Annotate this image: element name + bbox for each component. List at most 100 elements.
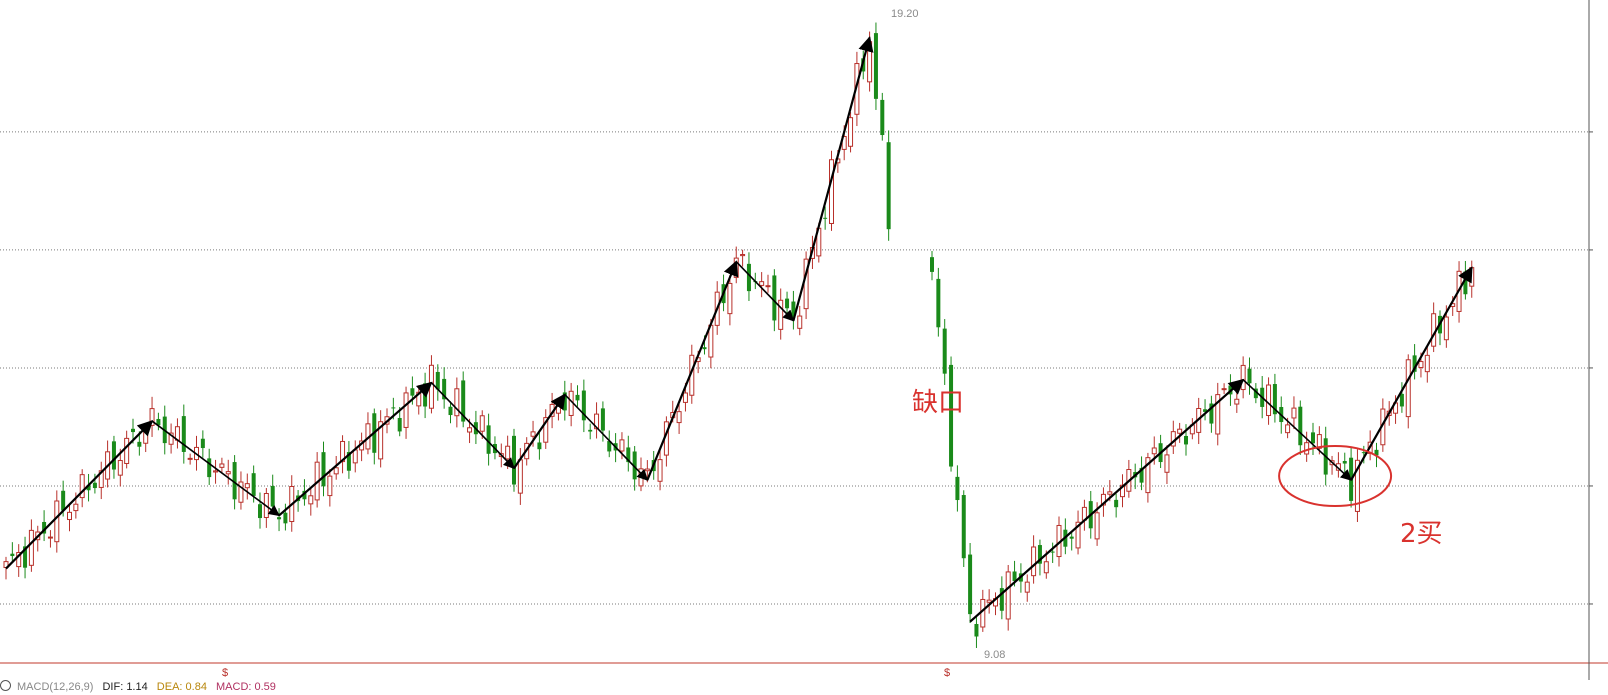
candle (1253, 383, 1258, 404)
candle (333, 455, 339, 480)
candle (949, 356, 954, 472)
candle (594, 402, 600, 439)
candle (791, 290, 796, 330)
candle (607, 430, 612, 458)
candle (10, 542, 15, 564)
candle (1431, 302, 1437, 353)
trend-segment (969, 378, 1245, 623)
candle (1215, 382, 1221, 446)
second-buy-annotation: 2买 (1400, 519, 1443, 549)
low-price-label: 9.08 (984, 649, 1005, 661)
candle (181, 404, 186, 464)
candle (1203, 399, 1208, 421)
candle (581, 379, 586, 433)
candle (1069, 531, 1074, 551)
candle (797, 305, 803, 336)
candle (873, 22, 878, 110)
indicator-name: MACD(12,26,9) (17, 681, 94, 693)
trend-segments (5, 36, 1473, 623)
candle (168, 423, 174, 454)
candle (1304, 431, 1310, 462)
candle (1354, 449, 1360, 522)
candle (676, 403, 682, 434)
candle (1234, 390, 1240, 413)
candle (321, 441, 326, 497)
candle (568, 382, 574, 427)
candle (1266, 377, 1272, 425)
candle (28, 519, 34, 572)
candle (961, 490, 966, 567)
candle (1399, 382, 1404, 413)
candle (378, 410, 384, 468)
candle (258, 492, 262, 529)
dea-value: DEA: 0.84 (156, 681, 207, 693)
candle (936, 267, 941, 337)
candle (238, 471, 244, 510)
gap-annotation: 缺口 (912, 388, 965, 418)
candle (829, 150, 834, 231)
candle (86, 473, 91, 502)
trend-segment (1350, 266, 1473, 481)
candle (340, 435, 346, 474)
trend-segment (513, 393, 566, 469)
candle (200, 430, 205, 458)
candle (588, 423, 593, 440)
candle (111, 435, 116, 479)
candle (365, 412, 371, 455)
candle (1114, 493, 1119, 518)
candle (1120, 474, 1125, 508)
candle (626, 435, 631, 472)
candle (930, 250, 934, 281)
candle (999, 576, 1004, 620)
candle (486, 413, 491, 466)
trend-segment (792, 36, 874, 322)
marker-left: $ (222, 667, 228, 679)
candle (42, 510, 47, 542)
candle (955, 465, 960, 512)
candle (1221, 383, 1227, 395)
candle (1005, 564, 1011, 631)
trend-segment (564, 393, 649, 481)
candle (1405, 354, 1411, 429)
candle (346, 441, 351, 479)
candle (759, 272, 765, 298)
trend-segment (735, 261, 795, 322)
candle (47, 530, 53, 548)
candle (537, 432, 542, 460)
candle (403, 386, 409, 439)
candle (1335, 452, 1341, 478)
candle (397, 407, 402, 437)
settings-icon[interactable] (0, 680, 11, 691)
trend-segment (278, 381, 433, 517)
candle (16, 544, 22, 577)
candle (1145, 452, 1151, 503)
candle (1024, 574, 1030, 602)
candle (117, 448, 123, 487)
candle (1412, 344, 1417, 380)
chart-extras (1278, 445, 1393, 508)
candle (986, 589, 992, 614)
candle (270, 474, 275, 514)
candle (461, 371, 466, 428)
candle (359, 432, 365, 462)
candle (442, 367, 447, 409)
candle (1298, 400, 1303, 455)
candle (327, 469, 333, 507)
indicator-bar: MACD(12,26,9) DIF: 1.14 DEA: 0.84 MACD: … (0, 680, 1608, 695)
candle (54, 490, 60, 553)
trend-segment (1242, 379, 1352, 481)
candle (765, 274, 771, 293)
trend-segment (151, 420, 280, 517)
candle (575, 385, 580, 407)
candle (1329, 455, 1335, 475)
candle (149, 396, 155, 437)
candle (448, 401, 453, 424)
candle (727, 275, 733, 326)
candle (1247, 357, 1252, 395)
candle (479, 410, 485, 439)
candle (372, 408, 377, 465)
candle (1240, 356, 1246, 399)
candle (174, 418, 180, 449)
candle (1164, 445, 1170, 485)
candle (886, 130, 891, 241)
